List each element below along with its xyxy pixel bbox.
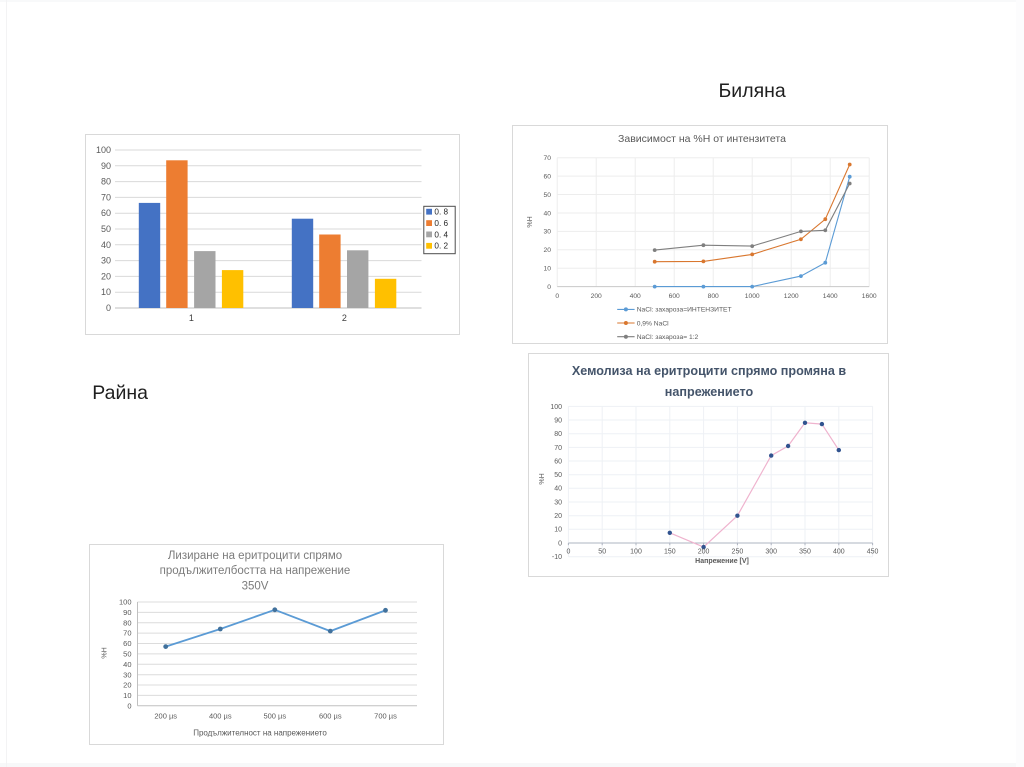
svg-text:1: 1: [189, 313, 194, 323]
svg-text:напрежението: напрежението: [665, 385, 754, 399]
svg-text:70: 70: [123, 629, 131, 638]
svg-text:700 µs: 700 µs: [374, 712, 397, 721]
svg-text:600: 600: [669, 293, 680, 300]
svg-text:0: 0: [566, 549, 570, 556]
svg-text:70: 70: [101, 192, 111, 202]
svg-text:40: 40: [101, 240, 111, 250]
svg-text:200: 200: [698, 549, 710, 556]
svg-text:10: 10: [544, 266, 552, 273]
svg-text:80: 80: [101, 177, 111, 187]
svg-text:1000: 1000: [745, 293, 760, 300]
svg-text:0: 0: [127, 701, 131, 710]
svg-text:20: 20: [101, 271, 111, 281]
svg-text:0. 6: 0. 6: [434, 219, 448, 228]
svg-text:350V: 350V: [242, 581, 269, 593]
svg-text:400: 400: [833, 549, 845, 556]
svg-text:0. 4: 0. 4: [434, 230, 448, 239]
svg-text:500 µs: 500 µs: [263, 712, 286, 721]
svg-text:Зависимост на %Н от интензитет: Зависимост на %Н от интензитета: [618, 133, 786, 145]
svg-text:NaCl: захароза= 1:2: NaCl: захароза= 1:2: [637, 334, 699, 341]
svg-text:0: 0: [555, 293, 559, 300]
svg-text:450: 450: [867, 549, 879, 556]
svg-text:продължителбостта на напрежени: продължителбостта на напрежение: [160, 565, 351, 577]
svg-text:1200: 1200: [784, 293, 799, 300]
svg-text:400 µs: 400 µs: [209, 712, 232, 721]
svg-text:10: 10: [554, 527, 562, 534]
svg-text:60: 60: [101, 208, 111, 218]
svg-text:1600: 1600: [862, 293, 877, 300]
svg-text:2: 2: [342, 313, 347, 323]
svg-text:1400: 1400: [823, 293, 838, 300]
svg-text:150: 150: [664, 549, 676, 556]
svg-text:0,9% NaCl: 0,9% NaCl: [637, 320, 669, 327]
svg-text:Продължителност на напрежениет: Продължителност на напрежението: [193, 729, 327, 738]
svg-text:Хемолиза на еритроцити спрямо: Хемолиза на еритроцити спрямо промяна в: [572, 364, 847, 378]
svg-text:350: 350: [799, 549, 811, 556]
svg-text:50: 50: [123, 650, 131, 659]
svg-text:100: 100: [550, 404, 562, 411]
svg-text:30: 30: [101, 256, 111, 266]
svg-text:20: 20: [554, 513, 562, 520]
svg-text:70: 70: [544, 155, 552, 162]
svg-text:90: 90: [123, 608, 131, 617]
svg-text:30: 30: [544, 229, 552, 236]
svg-text:90: 90: [554, 417, 562, 424]
svg-text:Напрежение [V]: Напрежение [V]: [695, 558, 749, 565]
svg-text:0: 0: [106, 303, 111, 313]
svg-text:%Н: %Н: [539, 473, 546, 484]
svg-text:40: 40: [544, 210, 552, 217]
svg-text:50: 50: [101, 224, 111, 234]
svg-text:200: 200: [591, 293, 602, 300]
svg-text:0. 2: 0. 2: [434, 242, 448, 251]
svg-text:20: 20: [123, 681, 131, 690]
svg-text:800: 800: [708, 293, 719, 300]
svg-text:0: 0: [558, 540, 562, 547]
svg-text:0: 0: [547, 284, 551, 291]
svg-text:60: 60: [123, 639, 131, 648]
svg-text:0. 8: 0. 8: [434, 208, 448, 217]
svg-text:NaCl: захароза=ИНТЕНЗИТЕТ: NaCl: захароза=ИНТЕНЗИТЕТ: [637, 307, 732, 314]
svg-text:250: 250: [732, 549, 744, 556]
svg-text:60: 60: [554, 458, 562, 465]
svg-text:40: 40: [554, 486, 562, 493]
svg-text:50: 50: [554, 472, 562, 479]
svg-text:400: 400: [630, 293, 641, 300]
svg-text:%Н: %Н: [527, 216, 534, 227]
svg-text:40: 40: [123, 660, 131, 669]
svg-text:%Н: %Н: [102, 647, 109, 658]
svg-text:10: 10: [101, 287, 111, 297]
svg-text:80: 80: [123, 618, 131, 627]
svg-text:600 µs: 600 µs: [319, 712, 342, 721]
svg-text:200 µs: 200 µs: [154, 712, 177, 721]
svg-text:10: 10: [123, 691, 131, 700]
svg-text:80: 80: [554, 431, 562, 438]
svg-text:100: 100: [630, 549, 642, 556]
svg-text:60: 60: [544, 173, 552, 180]
svg-text:20: 20: [544, 247, 552, 254]
svg-text:70: 70: [554, 445, 562, 452]
svg-text:90: 90: [101, 161, 111, 171]
svg-text:50: 50: [598, 549, 606, 556]
svg-text:100: 100: [119, 598, 132, 607]
svg-text:Лизиране на еритроцити спрямо: Лизиране на еритроцити спрямо: [168, 550, 342, 562]
svg-text:50: 50: [544, 192, 552, 199]
svg-text:30: 30: [554, 499, 562, 506]
svg-text:300: 300: [765, 549, 777, 556]
svg-text:30: 30: [123, 670, 131, 679]
svg-text:100: 100: [96, 145, 111, 155]
svg-text:-10: -10: [552, 554, 562, 561]
